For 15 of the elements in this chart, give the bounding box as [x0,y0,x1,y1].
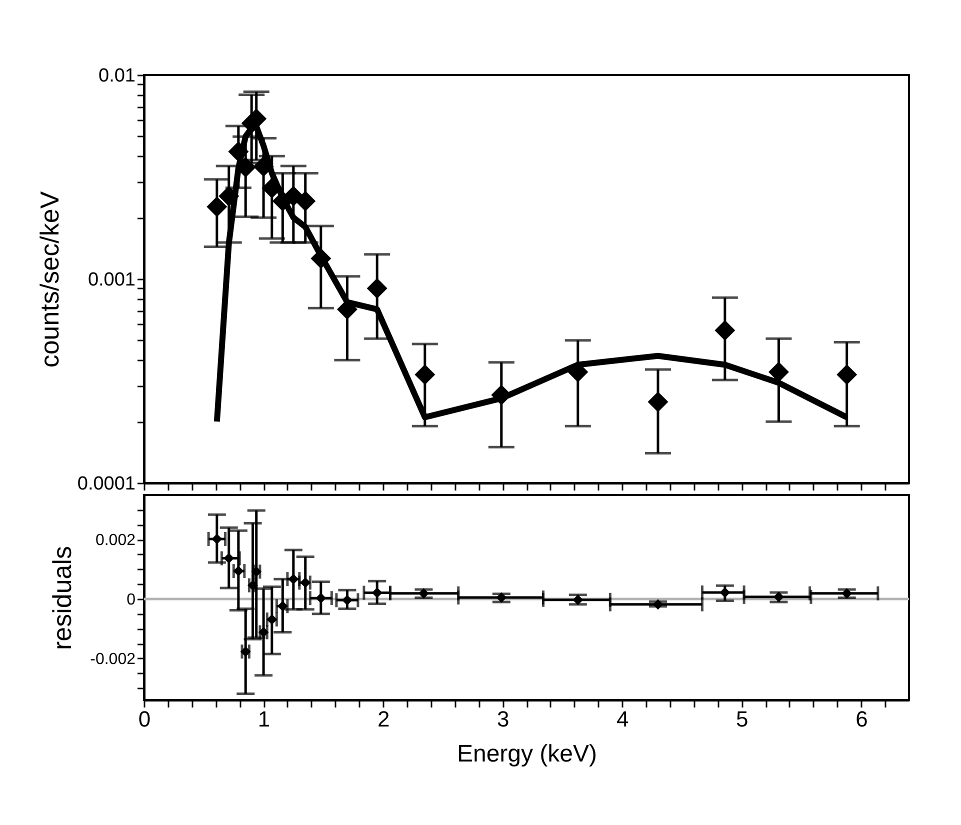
y-tick-label: 0.0001 [77,474,136,494]
x-tick-label: 2 [377,706,390,732]
x-tick-label: 5 [736,706,748,732]
x-axis-title: Energy (keV) [456,740,598,768]
y-tick-label: 0 [126,591,136,608]
y-tick-label: 0.001 [88,270,136,290]
y-axis-title: counts/sec/keV [34,190,64,368]
y-tick-label: 0.01 [98,66,136,86]
y-tick-label: -0.002 [90,650,136,668]
x-tick-label: 4 [616,706,629,732]
y-axis-title: residuals [47,546,78,650]
x-tick-label: 1 [258,706,270,732]
x-tick-label: 6 [856,706,868,732]
y-tick-label: 0.002 [95,532,136,550]
x-tick-label: 3 [496,706,510,732]
